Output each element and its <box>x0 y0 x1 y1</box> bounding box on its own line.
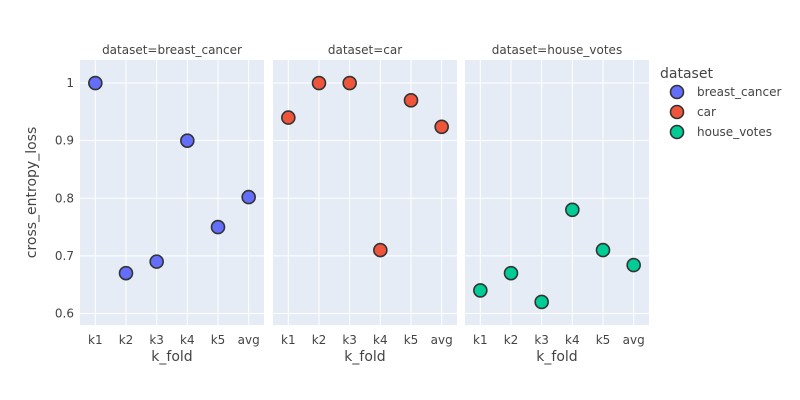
data-point-house_votes-k1 <box>473 283 488 298</box>
legend-marker-breast_cancer <box>669 84 685 100</box>
facet-title: dataset=car <box>328 43 402 57</box>
facet-panel-house_votes: dataset=house_votes k1 k2 k3 k4 k5 avg k_fold <box>465 43 649 365</box>
x-tick-label: k3 <box>149 333 164 347</box>
data-point-car-k1 <box>281 110 296 125</box>
x-tick-label: k2 <box>119 333 134 347</box>
data-point-car-k5 <box>403 93 419 108</box>
x-tick-label: k1 <box>281 333 296 347</box>
x-tick-label: k1 <box>473 333 488 347</box>
data-point-car-k3 <box>342 75 357 91</box>
facet-title: dataset=breast_cancer <box>102 43 242 57</box>
x-tick-label: k2 <box>504 333 519 347</box>
data-point-breast_cancer-k5 <box>210 219 226 235</box>
x-axis-title: k_fold <box>151 349 192 365</box>
x-tick-label: k5 <box>211 333 226 347</box>
data-point-breast_cancer-k4 <box>180 133 195 148</box>
legend-entry-breast_cancer: breast_cancer <box>697 85 782 99</box>
y-tick-label: 0.6 <box>55 306 74 320</box>
plot-background <box>80 60 264 325</box>
x-tick-label: k3 <box>534 333 549 347</box>
x-tick-label: k5 <box>596 333 611 347</box>
y-tick-label: 0.9 <box>55 134 74 148</box>
x-tick-label: k4 <box>565 333 580 347</box>
x-axis-title: k_fold <box>344 349 385 365</box>
data-point-house_votes-avg <box>626 257 641 273</box>
legend-marker-house_votes <box>669 124 685 140</box>
x-tick-label: k3 <box>342 333 357 347</box>
legend-marker-car <box>669 104 685 120</box>
y-tick-label: 0.8 <box>55 191 74 205</box>
data-point-breast_cancer-k1 <box>88 75 103 91</box>
legend-title: dataset <box>660 66 713 82</box>
y-tick-label: 1 <box>66 76 74 90</box>
y-axis-title: cross_entropy_loss <box>24 127 40 259</box>
data-point-breast_cancer-k3 <box>149 254 164 269</box>
data-point-car-k4 <box>373 242 388 258</box>
data-point-house_votes-k2 <box>503 265 519 281</box>
x-tick-label: k2 <box>312 333 327 347</box>
facet-title: dataset=house_votes <box>492 43 622 57</box>
data-point-house_votes-k4 <box>565 202 580 218</box>
plot-background <box>465 60 649 325</box>
data-point-breast_cancer-avg <box>241 189 256 205</box>
x-tick-label: k4 <box>180 333 195 347</box>
x-tick-label: avg <box>431 333 453 347</box>
data-point-breast_cancer-k2 <box>118 265 134 281</box>
data-point-car-avg <box>434 119 449 135</box>
x-tick-label: k1 <box>88 333 103 347</box>
x-tick-label: k4 <box>373 333 388 347</box>
x-tick-label: avg <box>238 333 260 347</box>
y-tick-label: 0.7 <box>55 249 74 263</box>
plot-background <box>273 60 457 325</box>
data-point-car-k2 <box>311 75 327 91</box>
legend-entry-house_votes: house_votes <box>697 125 772 139</box>
facet-panel-breast_cancer: dataset=breast_cancer k1 k2 k3 k4 k5 avg k_fold <box>80 43 264 365</box>
data-point-house_votes-k3 <box>534 294 549 310</box>
data-point-house_votes-k5 <box>595 242 611 258</box>
facet-panel-car: dataset=car k1 k2 k3 k4 k5 avg k_fold <box>273 43 457 365</box>
x-tick-label: avg <box>623 333 645 347</box>
x-tick-label: k5 <box>404 333 419 347</box>
x-axis-title: k_fold <box>536 349 577 365</box>
legend-entry-car: car <box>697 105 716 119</box>
